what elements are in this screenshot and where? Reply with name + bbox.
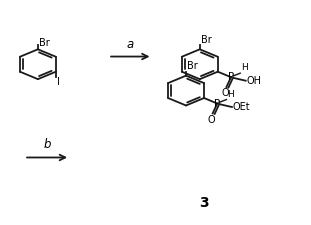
Text: I: I <box>57 77 60 87</box>
Text: b: b <box>43 138 51 151</box>
Text: Br: Br <box>187 61 198 71</box>
Text: O: O <box>221 88 229 98</box>
Text: P: P <box>228 72 234 82</box>
Text: OEt: OEt <box>233 102 250 112</box>
Text: H: H <box>227 90 234 99</box>
Text: Br: Br <box>39 38 50 48</box>
Text: O: O <box>208 115 215 125</box>
Text: H: H <box>241 63 248 72</box>
Text: Br: Br <box>201 35 211 45</box>
Text: P: P <box>214 99 220 108</box>
Text: OH: OH <box>246 76 261 86</box>
Text: 3: 3 <box>200 196 209 210</box>
Text: a: a <box>127 38 134 51</box>
